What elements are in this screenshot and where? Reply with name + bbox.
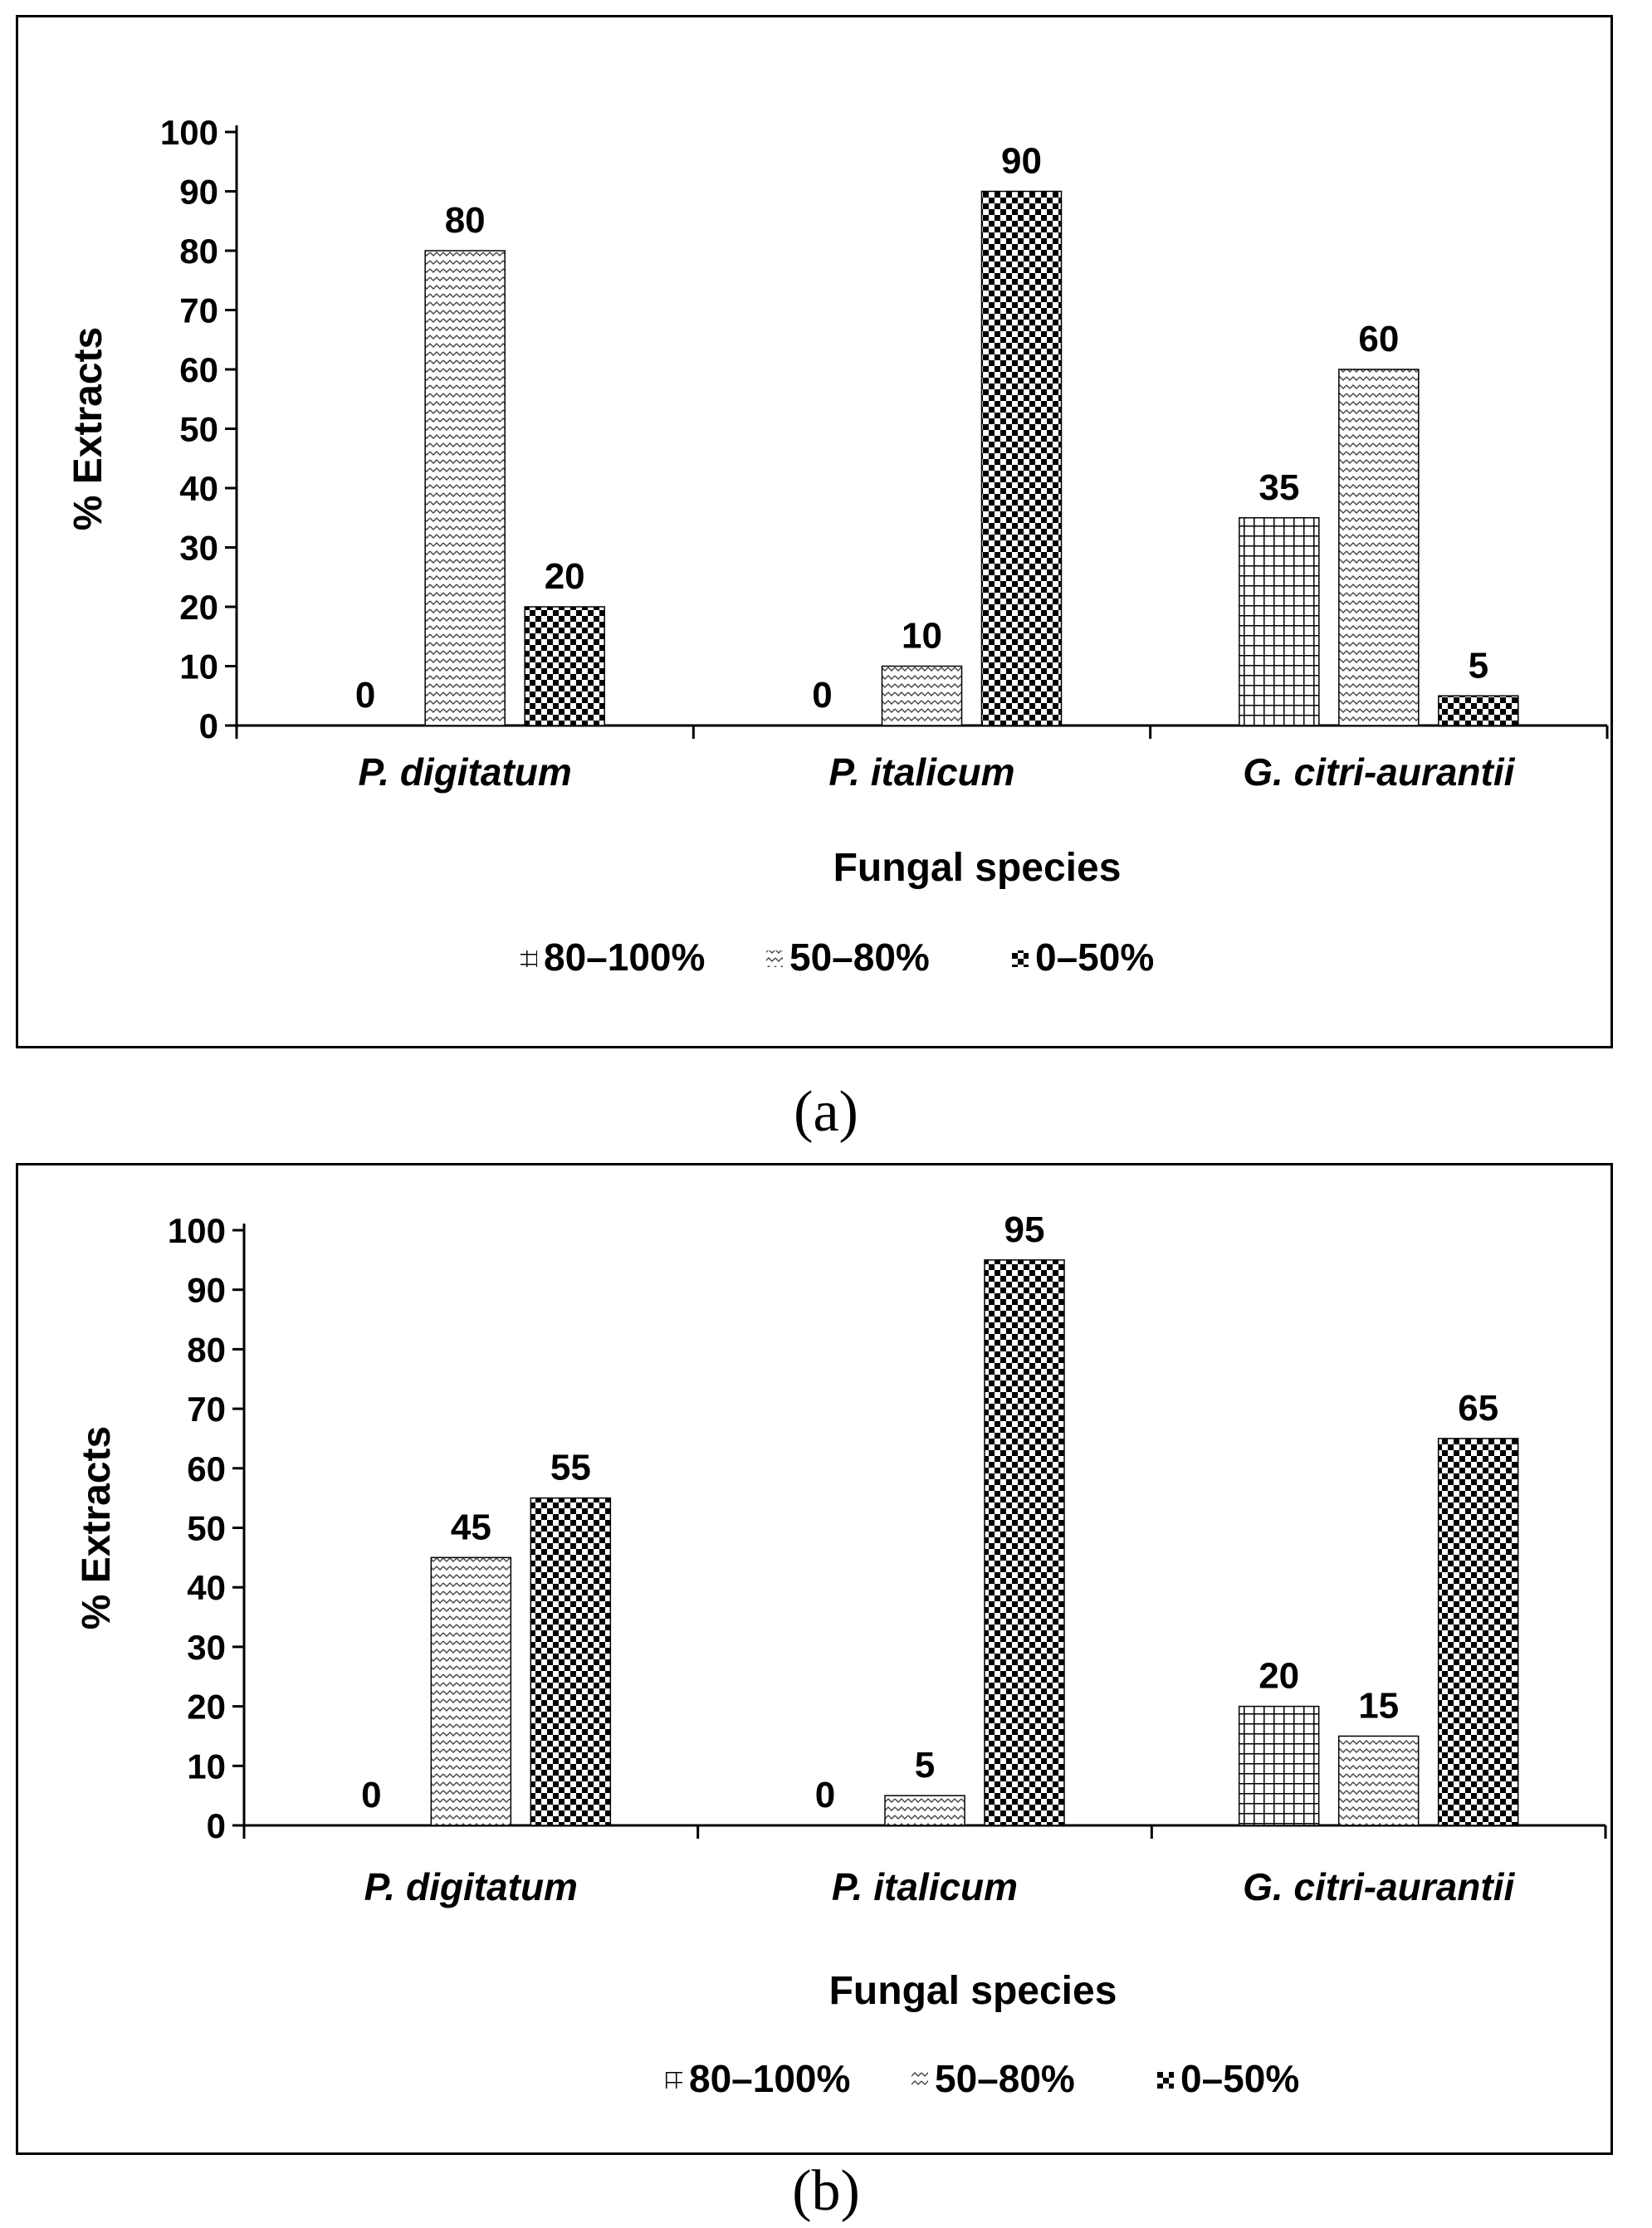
bar — [980, 190, 1063, 726]
legend-label: 50–80% — [789, 936, 930, 979]
y-tick-label: 50 — [187, 1509, 226, 1548]
caption-b: (b) — [792, 2159, 860, 2223]
data-label: 20 — [1259, 1656, 1299, 1697]
bar — [1438, 695, 1519, 726]
y-tick-label: 0 — [207, 1806, 226, 1845]
caption-a: (a) — [794, 1080, 858, 1144]
y-tick-label: 70 — [187, 1390, 226, 1429]
data-label: 15 — [1358, 1685, 1399, 1726]
y-tick-label: 90 — [187, 1271, 226, 1310]
data-label: 35 — [1259, 467, 1299, 508]
y-axis-label: % Extracts — [75, 1426, 119, 1629]
data-label: 60 — [1358, 319, 1399, 359]
data-label: 10 — [902, 616, 942, 657]
chart-panel-a: 0 10 20 30 40 50 60 70 80 90 100 P. digitatum 0 80 20 P… — [16, 15, 1613, 1048]
y-tick-label: 60 — [179, 350, 218, 389]
legend-label: 80–100% — [544, 936, 705, 979]
category-label: G. citri-aurantii — [1243, 1865, 1515, 1908]
bar — [1239, 517, 1320, 726]
category-label: P. digitatum — [364, 1865, 578, 1908]
y-tick-label: 30 — [179, 529, 218, 568]
y-axis-label: % Extracts — [66, 327, 110, 530]
y-tick-label: 80 — [187, 1330, 226, 1369]
data-label: 5 — [1469, 645, 1488, 686]
y-tick-label: 50 — [179, 410, 218, 449]
legend-label: 50–80% — [935, 2057, 1075, 2100]
legend-swatch — [666, 2072, 682, 2089]
data-label: 20 — [545, 556, 585, 597]
data-label: 0 — [361, 1775, 381, 1815]
x-axis-label: Fungal species — [829, 1969, 1117, 2013]
y-tick-label: 40 — [179, 469, 218, 508]
data-label: 80 — [445, 200, 486, 241]
y-tick-label: 60 — [187, 1449, 226, 1488]
data-label: 65 — [1458, 1388, 1498, 1429]
legend-label: 80–100% — [689, 2057, 850, 2100]
legend-swatch — [521, 950, 537, 967]
y-tick-label: 20 — [187, 1688, 226, 1727]
y-tick-label: 100 — [168, 1211, 226, 1250]
chart-panel-b: 0 10 20 30 40 50 60 70 80 90 100 P. digitatum 0 45 55 P… — [16, 1163, 1613, 2155]
data-label: 55 — [550, 1448, 591, 1488]
bar — [530, 1497, 612, 1826]
bar — [430, 1556, 512, 1826]
category-label: P. digitatum — [359, 750, 572, 794]
data-label: 0 — [815, 1775, 835, 1815]
bar — [424, 250, 506, 726]
legend-swatch — [766, 950, 783, 967]
y-tick-label: 10 — [179, 647, 218, 686]
legend-swatch — [1012, 950, 1029, 967]
y-tick-label: 100 — [160, 113, 218, 152]
y-tick-label: 20 — [179, 588, 218, 627]
data-label: 5 — [915, 1745, 935, 1786]
bar — [984, 1259, 1065, 1826]
legend-swatch — [1157, 2072, 1174, 2089]
y-tick-label: 30 — [187, 1628, 226, 1667]
bar — [524, 606, 605, 726]
data-label: 95 — [1004, 1209, 1045, 1250]
legend-swatch — [912, 2072, 928, 2089]
legend-label: 0–50% — [1035, 936, 1154, 979]
category-label: P. italicum — [828, 750, 1014, 794]
data-label: 45 — [451, 1507, 491, 1547]
bar — [1238, 1705, 1320, 1826]
data-label: 90 — [1001, 141, 1042, 182]
bar — [881, 665, 963, 726]
data-label: 0 — [812, 675, 832, 716]
y-tick-label: 80 — [179, 232, 218, 271]
category-label: P. italicum — [832, 1865, 1018, 1908]
category-label: G. citri-aurantii — [1243, 750, 1515, 794]
legend-label: 0–50% — [1180, 2057, 1299, 2100]
bar — [1338, 369, 1420, 726]
y-tick-label: 70 — [179, 291, 218, 330]
bar — [1437, 1438, 1519, 1826]
y-tick-label: 10 — [187, 1747, 226, 1786]
data-label: 0 — [355, 675, 375, 716]
bar — [1337, 1735, 1420, 1826]
y-tick-label: 90 — [179, 173, 218, 212]
y-tick-label: 40 — [187, 1568, 226, 1607]
bar — [884, 1795, 965, 1826]
x-axis-label: Fungal species — [833, 846, 1122, 890]
y-tick-label: 0 — [199, 706, 218, 745]
